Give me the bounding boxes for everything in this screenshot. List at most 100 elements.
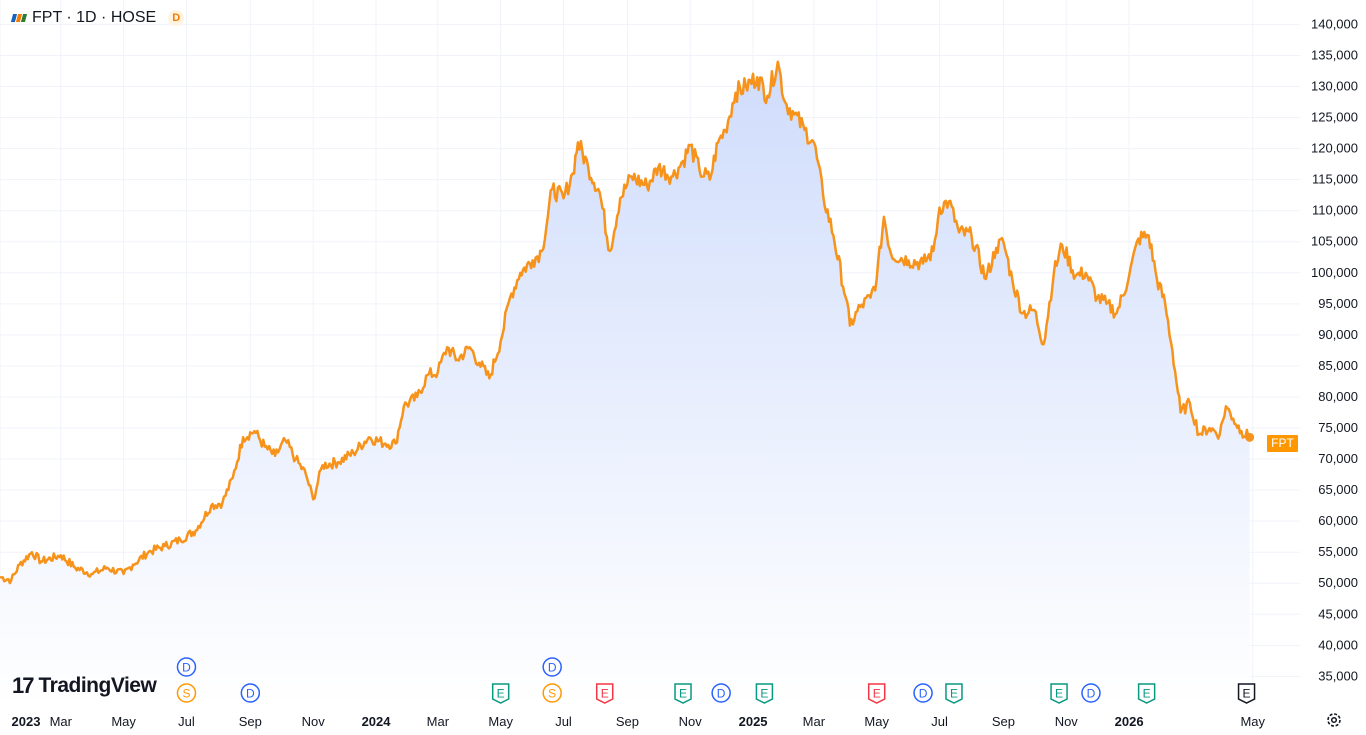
fpt-logo-icon xyxy=(10,13,28,23)
dividend-marker xyxy=(1081,683,1101,703)
y-tick-label: 140,000 xyxy=(1311,16,1358,31)
y-tick-label: 55,000 xyxy=(1318,544,1358,559)
dividend-badge[interactable]: D xyxy=(168,10,185,26)
y-tick-label: 90,000 xyxy=(1318,327,1358,342)
x-tick-label: Jul xyxy=(931,714,948,729)
y-tick-label: 95,000 xyxy=(1318,296,1358,311)
event-E: E xyxy=(491,683,510,704)
event-letter: E xyxy=(497,687,505,701)
y-tick-label: 80,000 xyxy=(1318,389,1358,404)
event-letter: D xyxy=(717,687,726,701)
event-D: D xyxy=(913,683,933,703)
event-letter: D xyxy=(182,661,191,675)
y-tick-label: 40,000 xyxy=(1318,637,1358,652)
event-letter: E xyxy=(1055,687,1063,701)
dividend-marker xyxy=(711,683,731,703)
earnings-marker xyxy=(1237,683,1256,704)
tradingview-mark-icon: 17 xyxy=(12,673,35,698)
earnings-marker xyxy=(674,683,692,704)
x-tick-label: Nov xyxy=(1055,714,1079,729)
event-S: S xyxy=(542,683,562,703)
event-D: D xyxy=(1081,683,1101,703)
event-D: D xyxy=(542,657,562,677)
event-E: E xyxy=(1050,683,1068,704)
y-tick-label: 60,000 xyxy=(1318,513,1358,528)
y-tick-label: 110,000 xyxy=(1312,203,1358,218)
y-tick-label: 130,000 xyxy=(1311,79,1358,94)
y-tick-label: 35,000 xyxy=(1318,668,1358,683)
event-E: E xyxy=(1237,683,1256,704)
y-tick-label: 65,000 xyxy=(1318,482,1358,497)
split-marker xyxy=(176,683,197,703)
event-letter: D xyxy=(919,687,928,701)
x-tick-label: Nov xyxy=(679,714,703,729)
event-E: E xyxy=(755,683,774,704)
price-line xyxy=(0,60,1250,585)
y-tick-label: 105,000 xyxy=(1311,234,1358,249)
price-axis[interactable]: 35,000 40,000 45,000 50,000 55,000 60,000 65,0… xyxy=(1311,16,1358,683)
x-tick-label: Mar xyxy=(803,714,826,729)
earnings-marker xyxy=(491,683,510,704)
earnings-marker xyxy=(945,683,963,704)
y-tick-label: 125,000 xyxy=(1311,110,1358,125)
x-tick-label: Nov xyxy=(302,714,326,729)
y-tick-label: 50,000 xyxy=(1318,575,1358,590)
event-E: E xyxy=(867,683,886,704)
event-S: S xyxy=(176,683,197,703)
symbol-title: FPT · 1D · HOSE xyxy=(32,9,157,26)
event-letter: E xyxy=(760,687,768,701)
y-tick-label: 120,000 xyxy=(1311,141,1358,156)
time-axis[interactable]: 2023 Mar May Jul Sep Nov 2024 Mar May Jul Sep Nov 20… xyxy=(12,714,1266,729)
event-letter: E xyxy=(873,687,881,701)
x-tick-label: 2025 xyxy=(739,714,768,729)
settings-gear-icon[interactable] xyxy=(1325,711,1343,729)
event-markers: DS D EDS E E D E E D E E D E E xyxy=(176,657,1256,704)
event-D: D xyxy=(711,683,731,703)
event-letter: E xyxy=(1143,687,1151,701)
event-letter: S xyxy=(182,687,190,701)
earnings-marker xyxy=(867,683,886,704)
event-E: E xyxy=(595,683,614,704)
x-tick-label: Mar xyxy=(50,714,73,729)
dividend-marker xyxy=(542,657,562,677)
symbol-legend[interactable]: FPT · 1D · HOSE D xyxy=(10,9,185,27)
event-D: D xyxy=(176,657,197,677)
x-tick-label: Jul xyxy=(178,714,195,729)
event-letter: D xyxy=(246,687,255,701)
event-E: E xyxy=(674,683,692,704)
x-tick-label: May xyxy=(1240,714,1265,729)
event-E: E xyxy=(945,683,963,704)
x-tick-label: Sep xyxy=(616,714,639,729)
tradingview-wordmark: TradingView xyxy=(38,674,157,697)
x-tick-label: 2024 xyxy=(362,714,392,729)
x-tick-label: 2026 xyxy=(1115,714,1144,729)
price-area-fill xyxy=(0,61,1250,705)
event-letter: D xyxy=(548,661,557,675)
last-price-dot xyxy=(1245,432,1255,442)
event-E: E xyxy=(1137,683,1156,704)
tradingview-logo[interactable]: 17 TradingView xyxy=(12,673,157,699)
x-tick-label: Sep xyxy=(992,714,1015,729)
x-tick-label: Mar xyxy=(427,714,450,729)
event-letter: E xyxy=(679,687,687,701)
x-tick-label: May xyxy=(111,714,136,729)
y-tick-label: 85,000 xyxy=(1318,358,1358,373)
x-tick-label: Jul xyxy=(555,714,572,729)
y-tick-label: 70,000 xyxy=(1318,451,1358,466)
earnings-marker xyxy=(755,683,774,704)
last-price-tag: FPT xyxy=(1267,435,1298,452)
x-tick-label: May xyxy=(488,714,513,729)
event-letter: E xyxy=(1243,687,1251,701)
event-letter: E xyxy=(950,687,958,701)
y-tick-label: 115,000 xyxy=(1312,172,1358,187)
y-tick-label: 135,000 xyxy=(1311,47,1358,62)
event-letter: S xyxy=(548,687,556,701)
event-letter: E xyxy=(601,687,609,701)
earnings-marker xyxy=(1137,683,1156,704)
event-letter: D xyxy=(1087,687,1096,701)
y-tick-label: 100,000 xyxy=(1311,265,1358,280)
x-tick-label: May xyxy=(864,714,889,729)
y-tick-label: 75,000 xyxy=(1318,420,1358,435)
y-tick-label: 45,000 xyxy=(1318,606,1358,621)
